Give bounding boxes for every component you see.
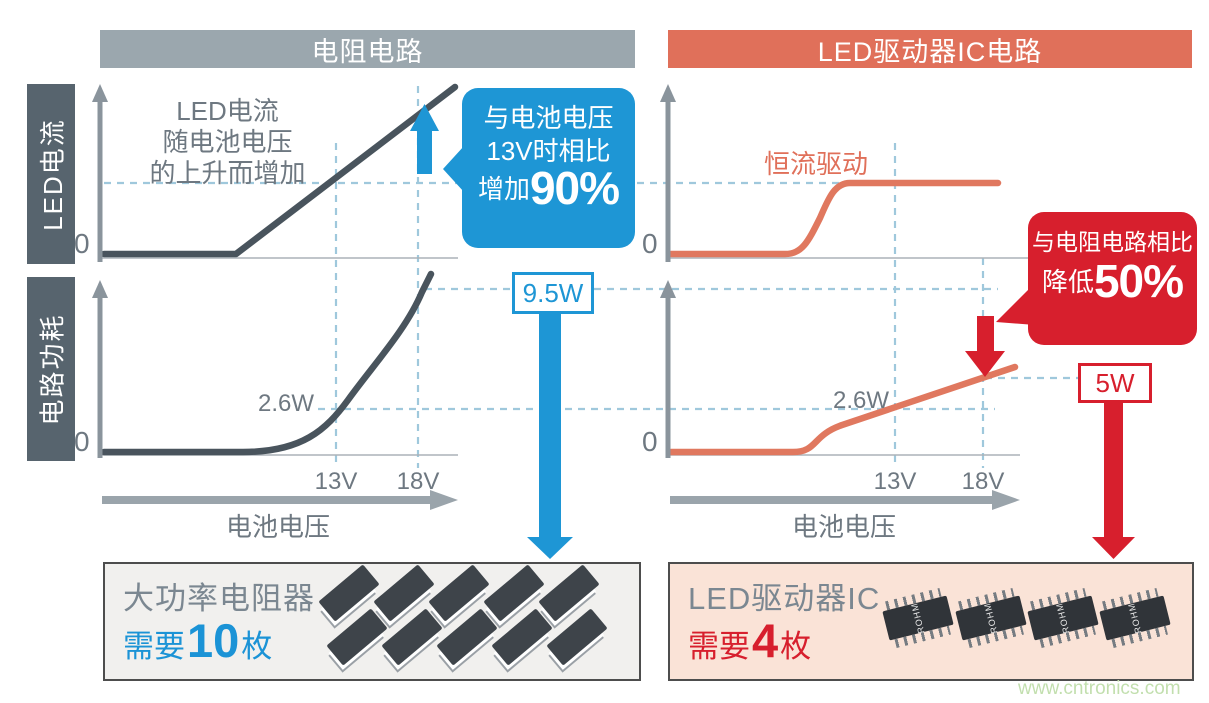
callout-action: 增加 [477, 174, 530, 204]
resistor-circuit-header-label: 电阻电路 [311, 36, 424, 67]
y-axes [97, 100, 671, 458]
annotation-line: 随电池电压 [162, 127, 293, 157]
origin-label: 0 [74, 228, 90, 259]
ic-chip-icon: ROHM [953, 587, 1029, 650]
power-decrease-callout: 与电阻电路相比 降低50% [1028, 212, 1197, 345]
ic-brand-label: ROHM [909, 601, 927, 635]
callout-value: 50% [1093, 255, 1184, 307]
need-word: 需要 [123, 629, 185, 664]
callout-line: 增加90% [462, 165, 635, 211]
callout-line: 13V时相比 [486, 136, 611, 166]
constant-current-label: 恒流驱动 [764, 149, 869, 179]
current-increase-callout: 与电池电压 13V时相比 增加90% [443, 88, 635, 248]
ic-brand-label: ROHM [982, 601, 1000, 635]
x-axis-title: 电池电压 [791, 512, 896, 542]
row-label-led-current: LED电流 [27, 84, 75, 264]
driver-summary-title: LED驱动器IC [688, 581, 881, 616]
ic-brand-label: ROHM [1126, 601, 1144, 635]
x-axis-title: 电池电压 [225, 512, 330, 542]
origin-label: 0 [642, 228, 658, 259]
resistor-circuit-header: 电阻电路 [100, 30, 635, 68]
need-count: 10 [187, 614, 240, 667]
resistor-summary-box: 大功率电阻器 需要 10 枚 [103, 562, 641, 681]
need-unit: 枚 [780, 629, 812, 664]
peak-power-box-5w: 5W [1078, 363, 1152, 403]
ic-brand-label: ROHM [1054, 601, 1072, 635]
ic-chip-icon: ROHM [880, 587, 956, 650]
decrease-arrow-icon [965, 316, 1005, 377]
increase-arrow-icon [410, 104, 439, 174]
callout-line: 与电池电压 [483, 103, 614, 133]
peak-power-box-9p5w: 9.5W [512, 272, 594, 314]
tick-13v: 13V [314, 468, 358, 495]
row-label-circuit-power: 电路功耗 [27, 277, 75, 461]
ic-icons: ROHM ROHM ROHM ROHM [670, 564, 1192, 679]
power-value-label: 2.6W [833, 387, 890, 414]
callout-tail-left [443, 146, 464, 192]
driver-need-line: 需要 4 枚 [688, 613, 811, 668]
driver-power-curve [667, 363, 1019, 456]
tick-18v: 18V [961, 468, 1005, 495]
callout-value: 90% [529, 162, 620, 214]
y-axis-arrowheads [92, 84, 676, 298]
driver-current-curve [667, 179, 1002, 258]
need-unit: 枚 [241, 629, 273, 664]
need-count: 4 [752, 614, 779, 667]
resistor-need-line: 需要 10 枚 [123, 613, 272, 668]
annotation-line: 的上升而增加 [149, 158, 306, 188]
tick-18v: 18V [396, 468, 440, 495]
origin-label: 0 [642, 426, 658, 457]
ic-chip-icon: ROHM [1025, 587, 1101, 650]
callout-action: 降低 [1041, 267, 1094, 297]
peak-power-label: 5W [1095, 367, 1135, 398]
resistor-power-curve [100, 270, 435, 456]
driver-summary-box: LED驱动器IC 需要 4 枚 ROHM ROHM ROHM ROHM [668, 562, 1194, 681]
power-9p5w-down-arrow-icon [527, 308, 573, 559]
tick-13v: 13V [873, 468, 917, 495]
led-driver-circuit-header: LED驱动器IC电路 [668, 30, 1192, 68]
resistor-summary-title: 大功率电阻器 [123, 581, 315, 616]
resistor-current-annotation: LED电流 随电池电压 的上升而增加 [125, 96, 330, 189]
annotation-line: LED电流 [176, 96, 279, 126]
resistor-icons [105, 564, 639, 679]
power-value-label: 2.6W [257, 390, 314, 417]
resistor-current-curve [100, 83, 459, 258]
callout-line: 降低50% [1028, 258, 1197, 304]
x-axis-arrowheads [430, 490, 1020, 510]
ic-chip-icon: ROHM [1097, 587, 1173, 650]
callout-line: 与电阻电路相比 [1032, 229, 1193, 255]
origin-label: 0 [74, 426, 90, 457]
peak-power-label: 9.5W [522, 277, 584, 308]
power-5w-down-arrow-icon [1092, 398, 1135, 559]
led-driver-circuit-header-label: LED驱动器IC电路 [817, 36, 1043, 67]
need-word: 需要 [688, 629, 750, 664]
watermark: www.cntronics.com [1018, 678, 1181, 699]
